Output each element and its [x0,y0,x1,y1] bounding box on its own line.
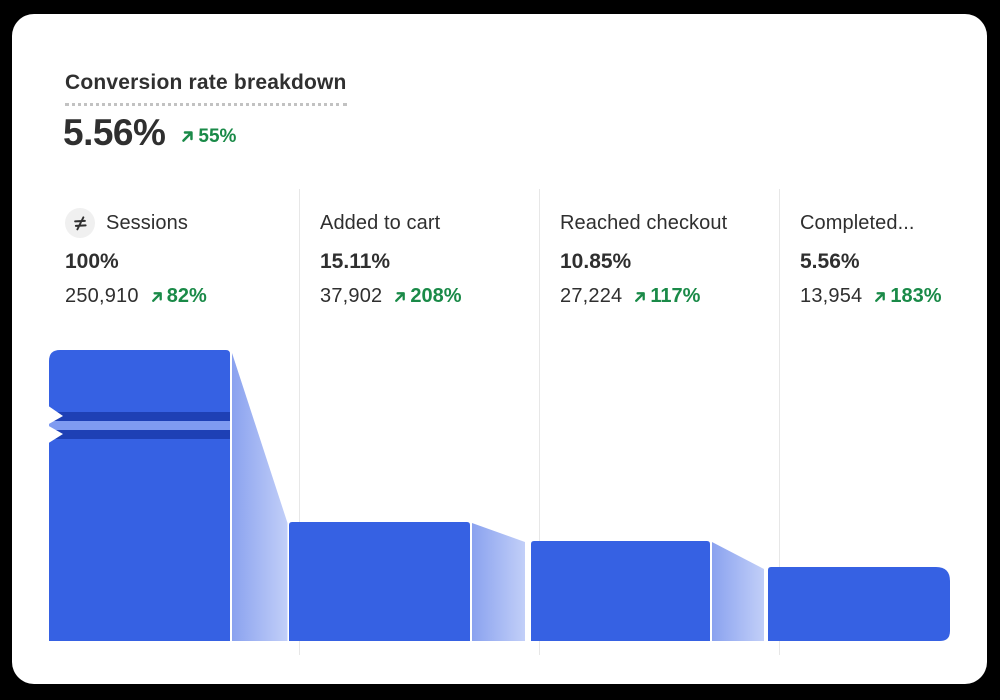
step-delta-badge: 117% [633,285,700,308]
step-count-row: 13,954 183% [800,285,1000,308]
funnel-bar-added-to-cart[interactable] [289,522,470,641]
funnel-step-sessions: Sessions 100% 250,910 82% [65,207,280,308]
funnel-step-completed: Completed... 5.56% 13,954 183% [800,207,1000,308]
column-divider [539,189,540,655]
step-delta-badge: 208% [393,285,462,308]
funnel-bar-reached-checkout[interactable] [531,541,710,641]
axis-break-stripe [49,412,230,421]
step-label: Added to cart [320,211,441,234]
funnel-bar-completed[interactable] [768,567,950,641]
step-label-row: Reached checkout [560,207,775,239]
step-label-row: Completed... [800,207,1000,239]
kpi-value: 5.56% [63,112,166,153]
step-count: 27,224 [560,285,623,307]
step-rate: 100% [65,250,119,273]
step-rate: 5.56% [800,250,860,273]
step-label: Reached checkout [560,211,728,234]
step-label-row: Added to cart [320,207,535,239]
step-count: 250,910 [65,285,139,307]
kpi-delta-value: 55% [198,125,237,147]
step-count-row: 250,910 82% [65,285,280,308]
step-count-row: 27,224 117% [560,285,775,308]
step-delta-badge: 183% [873,285,942,308]
funnel-step-added-to-cart: Added to cart 15.11% 37,902 208% [320,207,535,308]
step-rate: 10.85% [560,250,632,273]
funnel-slope-sessions-to-cart [232,353,288,641]
step-count: 37,902 [320,285,383,307]
funnel-chart [47,350,950,641]
step-delta-badge: 82% [150,285,207,308]
funnel-bar-sessions[interactable] [47,350,230,641]
step-delta-value: 208% [410,285,462,307]
trend-up-arrow-icon [635,291,646,302]
step-delta-value: 117% [650,285,701,307]
kpi-delta-badge: 55% [180,126,236,148]
conversion-rate-card: Conversion rate breakdown 5.56% 55% Sess… [12,14,987,684]
axis-break-stripe [49,421,230,430]
step-label: Sessions [106,211,188,234]
funnel-slope-cart-to-checkout [472,523,525,641]
card-title[interactable]: Conversion rate breakdown [65,71,347,106]
axis-break-stripe [49,430,230,439]
funnel-slope-checkout-to-completed [712,542,764,641]
step-count-row: 37,902 208% [320,285,535,308]
kpi-row: 5.56% 55% [63,112,236,154]
step-label: Completed... [800,211,915,234]
trend-up-arrow-icon [151,291,162,302]
trend-up-arrow-icon [395,291,406,302]
column-divider [299,189,300,655]
axis-break-notch [47,405,63,444]
step-label-row: Sessions [65,207,280,239]
funnel-step-reached-checkout: Reached checkout 10.85% 27,224 117% [560,207,775,308]
column-divider [779,189,780,655]
step-rate: 15.11% [320,250,391,273]
step-delta-value: 183% [890,285,942,307]
step-count: 13,954 [800,285,863,307]
sessions-channel-icon [65,208,95,238]
step-delta-value: 82% [166,285,207,307]
trend-up-arrow-icon [182,131,194,142]
trend-up-arrow-icon [875,291,886,302]
